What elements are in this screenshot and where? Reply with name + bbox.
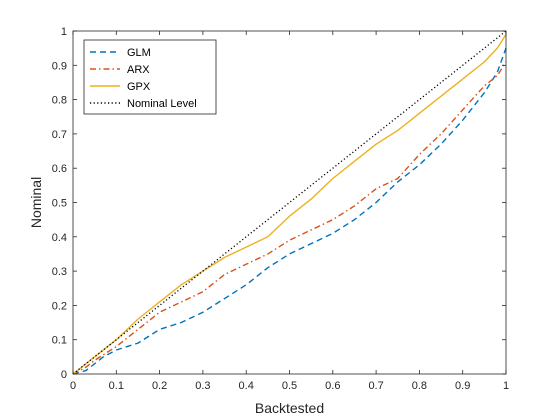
- legend: GLM ARX GPX Nominal Level: [83, 39, 217, 115]
- y-tick-label: 0.3: [52, 266, 67, 278]
- x-tick-label: 0.8: [412, 380, 427, 392]
- x-tick-label: 0.7: [368, 380, 383, 392]
- series-layer: [72, 30, 507, 375]
- y-tick-label: 0.9: [52, 60, 67, 72]
- y-tick-label: 0.8: [52, 95, 67, 107]
- legend-label: Nominal Level: [127, 98, 197, 110]
- y-tick-label: 1: [61, 26, 67, 38]
- x-tick-label: 0.6: [325, 380, 340, 392]
- y-tick-label: 0: [61, 369, 67, 381]
- x-tick-label: 0.5: [282, 380, 297, 392]
- legend-label: GPX: [127, 81, 151, 93]
- y-tick-label: 0.6: [52, 163, 67, 175]
- y-tick-label: 0.1: [52, 335, 67, 347]
- y-tick-label: 0.5: [52, 198, 67, 210]
- y-tick-label: 0.4: [52, 232, 67, 244]
- x-tick-label: 1: [503, 380, 509, 392]
- x-axis-title: Backtested: [255, 400, 324, 416]
- legend-label: ARX: [127, 64, 150, 76]
- legend-items: GLM ARX GPX Nominal Level: [90, 47, 197, 110]
- x-tick-label: 0.3: [195, 380, 210, 392]
- series-line-glm: [72, 47, 507, 375]
- x-tick-label: 0.9: [455, 380, 470, 392]
- x-tick-label: 0: [70, 380, 76, 392]
- x-tick-label: 0.4: [239, 380, 254, 392]
- x-tick-label: 0.1: [109, 380, 124, 392]
- y-axis-title: Nominal: [28, 177, 44, 228]
- legend-label: GLM: [127, 47, 151, 59]
- y-tick-label: 0.7: [52, 129, 67, 141]
- ticks-layer: 0 0.1 0.2 0.3 0.4 0.5 0.6 0.7 0.8 0.9 1 0 0.1 0.2 0.3 0…: [52, 26, 509, 392]
- y-tick-label: 0.2: [52, 300, 67, 312]
- series-line-gpx: [72, 34, 507, 375]
- series-line-arx: [72, 61, 507, 375]
- x-tick-label: 0.2: [152, 380, 167, 392]
